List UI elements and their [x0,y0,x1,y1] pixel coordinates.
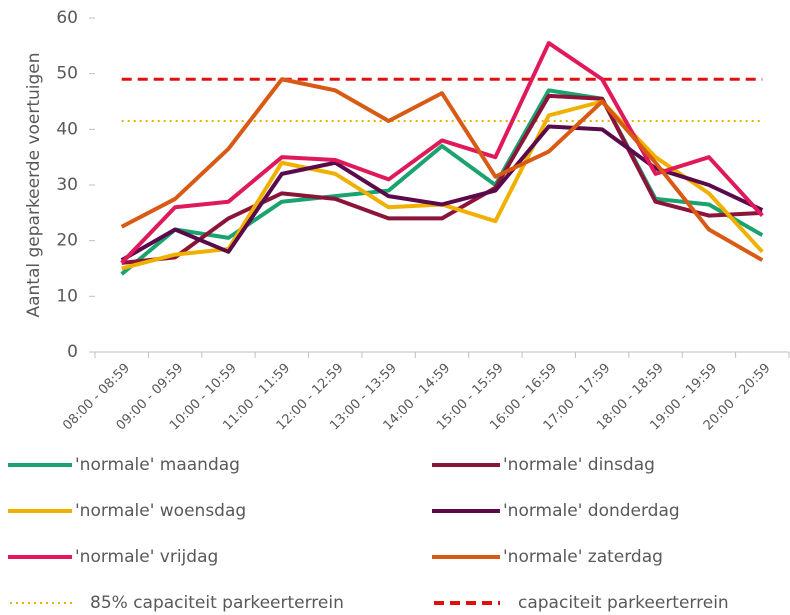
y-tick-label: 30 [56,175,78,195]
y-tick-label: 40 [56,119,78,139]
legend-label: 'normale' donderdag [503,501,680,521]
y-tick-label: 20 [56,231,78,251]
y-tick-label: 0 [67,342,78,362]
legend-label: 'normale' woensdag [75,501,246,521]
legend-label: 'normale' maandag [75,455,240,475]
legend-label: capaciteit parkeerterrein [518,593,729,613]
legend-label: 'normale' dinsdag [503,455,655,475]
legend-label: 'normale' zaterdag [503,547,663,567]
series-line [121,93,763,265]
y-tick-label: 10 [56,286,78,306]
series-line [120,77,764,262]
y-axis-label: Aantal geparkeerde voertuigen [24,52,44,317]
series-line [121,99,764,271]
series-line [120,41,764,265]
y-tick-label: 50 [56,64,78,84]
legend-label: 85% capaciteit parkeerterrein [90,593,344,613]
y-tick-label: 60 [56,8,78,28]
legend-label: 'normale' vrijdag [75,547,218,567]
series-line [120,124,764,262]
